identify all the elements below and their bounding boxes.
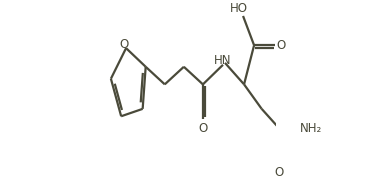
Text: HO: HO — [230, 2, 248, 15]
Text: O: O — [277, 39, 286, 52]
Text: O: O — [198, 122, 208, 135]
Text: O: O — [119, 38, 128, 51]
Text: O: O — [275, 166, 284, 179]
Text: HN: HN — [214, 54, 232, 67]
Text: NH₂: NH₂ — [300, 122, 322, 135]
